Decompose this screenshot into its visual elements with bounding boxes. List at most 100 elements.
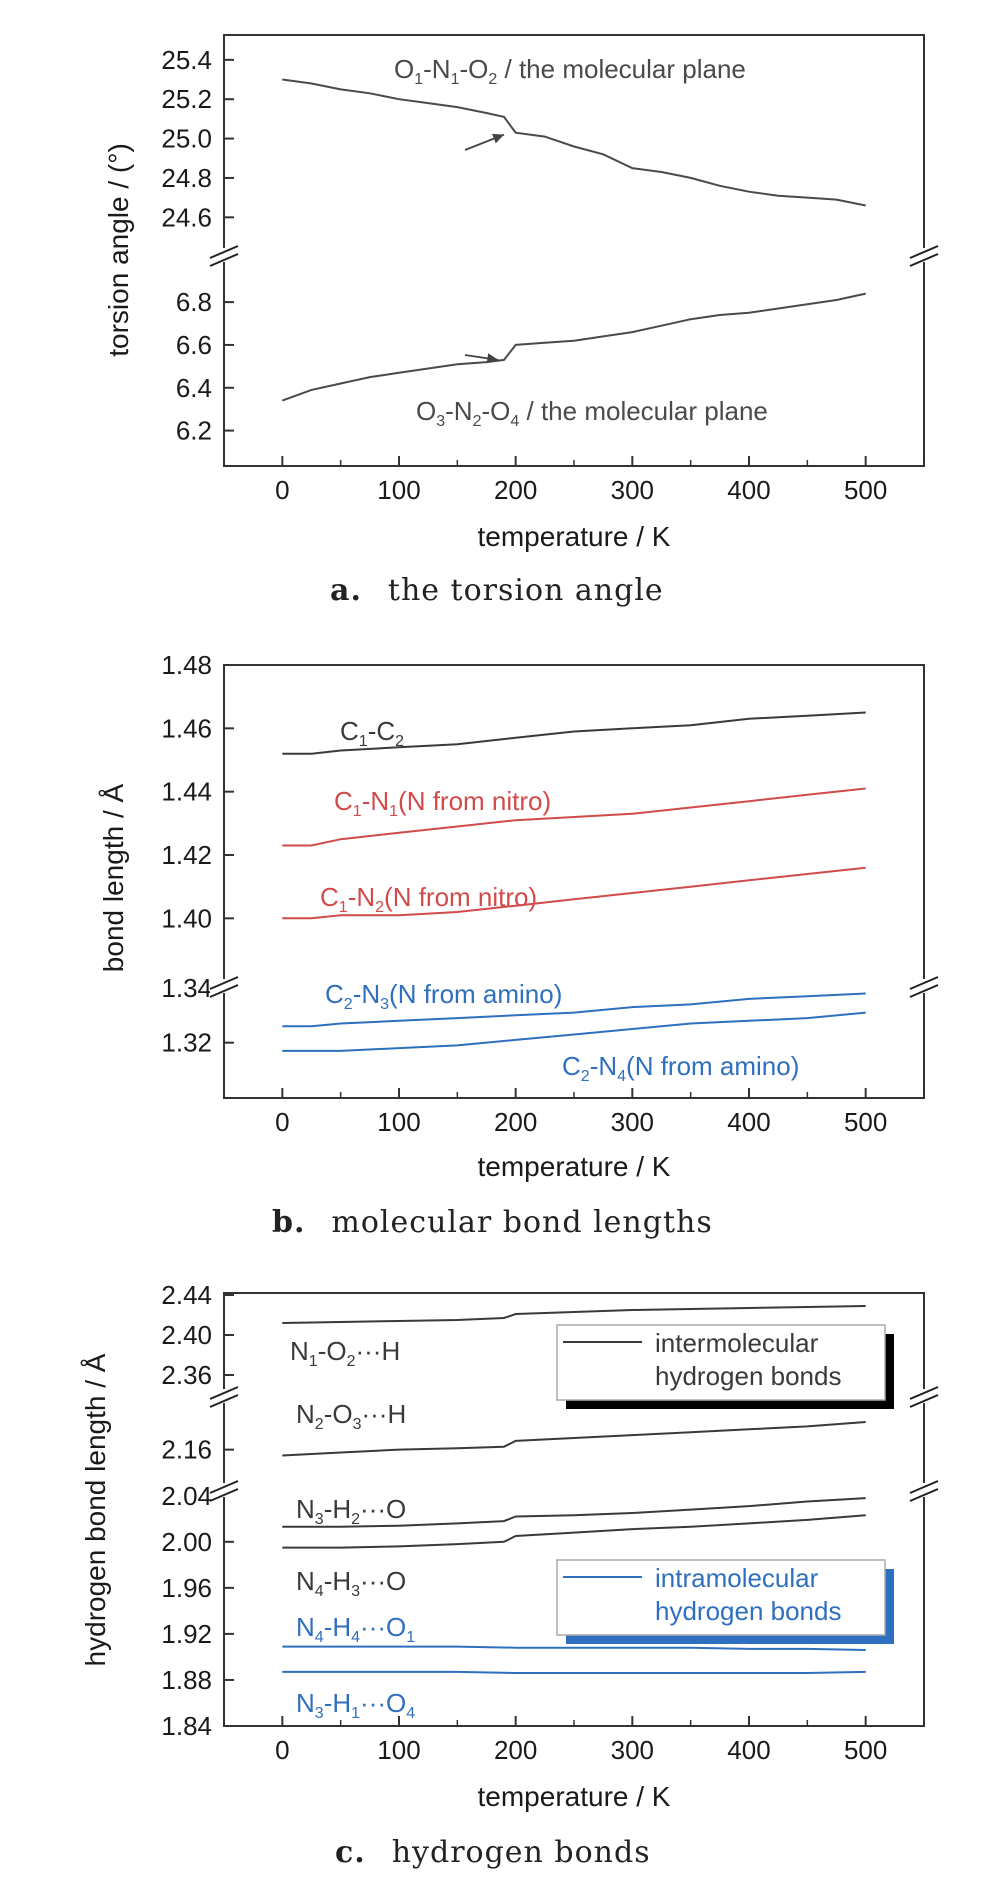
x-tick-label: 500: [844, 1107, 887, 1137]
axis-break-mark: [909, 245, 939, 259]
series-line: [282, 1670, 866, 1674]
y-tick-label: 1.46: [161, 713, 212, 743]
axis-break-gap: [910, 979, 938, 993]
panel-c-caption: c. hydrogen bonds: [335, 1835, 651, 1870]
y-tick-label: 6.8: [176, 287, 212, 317]
x-tick-label: 0: [275, 475, 289, 505]
axis-break-mark: [909, 1480, 939, 1494]
panel-c-ylabel: hydrogen bond length / Å: [80, 1353, 111, 1666]
x-tick-label: 400: [727, 1735, 770, 1765]
x-tick-label: 0: [275, 1107, 289, 1137]
y-tick-label: 1.34: [161, 973, 212, 1003]
x-tick-label: 100: [377, 475, 420, 505]
y-tick-label: 25.0: [161, 124, 212, 154]
y-tick-label: 1.44: [161, 777, 212, 807]
series-label: N3-H1···O4: [296, 1688, 415, 1722]
y-tick-label: 1.32: [161, 1028, 212, 1058]
axis-break-mark: [209, 1386, 239, 1400]
series-line: [282, 1305, 866, 1324]
legend-label: hydrogen bonds: [655, 1361, 841, 1391]
series-label: C1-C2: [340, 716, 404, 750]
series-line: [282, 711, 866, 755]
axis-break-mark: [209, 976, 239, 990]
series-label: N4-H3···O: [296, 1566, 406, 1600]
annotation-arrowhead: [492, 133, 504, 144]
series-line: [282, 78, 866, 207]
panel-c-xlabel: temperature / K: [478, 1781, 671, 1812]
y-tick-label: 24.8: [161, 163, 212, 193]
panel-a-ylabel: torsion angle / (°): [103, 143, 134, 357]
y-tick-label: 1.92: [161, 1619, 212, 1649]
series-label: N2-O3···H: [296, 1399, 406, 1433]
axis-break-mark: [209, 253, 239, 267]
axis-break-gap: [910, 1389, 938, 1403]
axis-break-mark: [909, 1386, 939, 1400]
axis-break-gap: [210, 1389, 238, 1403]
y-tick-label: 1.40: [161, 903, 212, 933]
x-tick-label: 100: [377, 1735, 420, 1765]
axis-break-mark: [909, 1394, 939, 1408]
panel-b-lines: [282, 711, 866, 1052]
y-tick-label: 2.16: [161, 1435, 212, 1465]
y-tick-label: 2.36: [161, 1360, 212, 1390]
y-tick-label: 2.00: [161, 1527, 212, 1557]
panel-a-xlabel: temperature / K: [478, 521, 671, 552]
series-label: N3-H2···O: [296, 1494, 406, 1528]
x-tick-label: 400: [727, 1107, 770, 1137]
x-tick-label: 500: [844, 475, 887, 505]
y-tick-label: 2.04: [161, 1481, 212, 1511]
axis-break-gap: [910, 248, 938, 262]
x-tick-label: 500: [844, 1735, 887, 1765]
series-line: [282, 1497, 866, 1528]
axis-break-mark: [209, 984, 239, 998]
panel-b-ticks: 0 100 200 300 400 500 1.48 1.46 1.44 1.42 1.40 1.34…: [161, 650, 939, 1137]
y-tick-label: 2.44: [161, 1280, 212, 1310]
panel-b-bond-lengths: 0 100 200 300 400 500 1.48 1.46 1.44 1.42 1.40 1.34…: [98, 650, 939, 1240]
legend-box: [556, 1559, 886, 1636]
legend-label: hydrogen bonds: [655, 1596, 841, 1626]
legend-box: [556, 1324, 886, 1401]
y-tick-label: 24.6: [161, 202, 212, 232]
series-line: [282, 1421, 866, 1457]
panel-a-lines: [281, 78, 866, 402]
y-tick-label: 1.84: [161, 1711, 212, 1741]
x-tick-label: 300: [611, 475, 654, 505]
x-tick-label: 200: [494, 1107, 537, 1137]
panel-a-series-labels: O1-N1-O2 / the molecular plane O3-N2-O4 /…: [394, 54, 768, 430]
x-tick-label: 300: [611, 1107, 654, 1137]
legend-label: intermolecular: [655, 1328, 819, 1358]
axis-break-mark: [909, 976, 939, 990]
x-tick-label: 100: [377, 1107, 420, 1137]
y-tick-label: 1.42: [161, 840, 212, 870]
y-tick-label: 1.96: [161, 1573, 212, 1603]
x-tick-label: 300: [611, 1735, 654, 1765]
series-line: [282, 866, 866, 920]
series-line: [282, 1011, 866, 1052]
y-tick-label: 1.48: [161, 650, 212, 680]
panel-c-ticks: 0 100 200 300 400 500 2.44 2.40 2.36 2.16 2.04 2.00…: [161, 1280, 939, 1765]
axis-break-mark: [209, 1480, 239, 1494]
axis-break-gap: [210, 248, 238, 262]
series-label: C2-N3(N from amino): [325, 979, 562, 1013]
panel-b-series-labels: C1-C2 C1-N1(N from nitro) C1-N2(N from nit…: [320, 716, 799, 1085]
series-line: [282, 787, 866, 847]
panel-b-xlabel: temperature / K: [478, 1151, 671, 1182]
axis-break-mark: [909, 1488, 939, 1502]
series-line: [282, 992, 866, 1028]
axis-break-mark: [909, 253, 939, 267]
panel-c-series-labels: N1-O2···H N2-O3···H N3-H2···O N4-H3···O N4-H…: [290, 1336, 415, 1722]
panel-c-lines: [282, 1305, 866, 1674]
series-label: O1-N1-O2 / the molecular plane: [394, 54, 746, 88]
y-tick-label: 2.40: [161, 1320, 212, 1350]
series-label: N4-H4···O1: [296, 1612, 415, 1646]
series-line: [281, 292, 866, 402]
panel-b-ylabel: bond length / Å: [98, 783, 129, 972]
axis-break-mark: [209, 1488, 239, 1502]
axis-break-gap: [210, 979, 238, 993]
axis-break-mark: [209, 1394, 239, 1408]
y-tick-label: 6.6: [176, 330, 212, 360]
series-line: [282, 1645, 866, 1651]
